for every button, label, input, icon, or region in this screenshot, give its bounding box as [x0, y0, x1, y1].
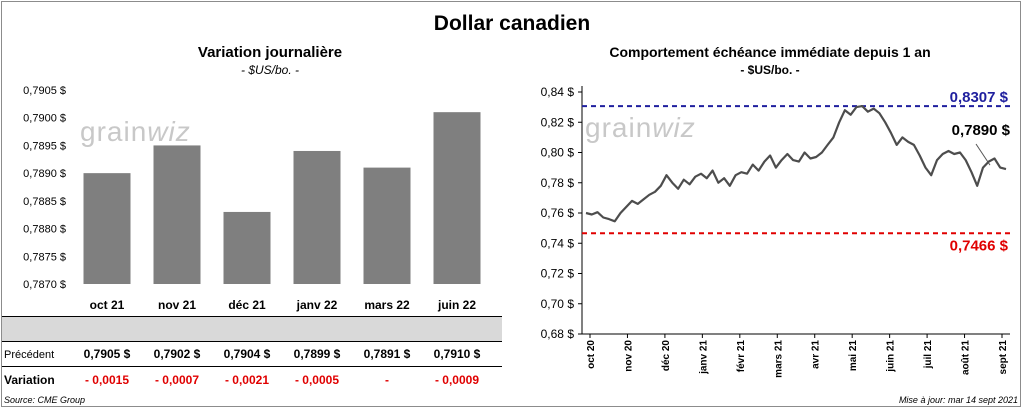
bar-y-tick-label: 0,7870 $ — [23, 279, 66, 291]
table-cell: 0,7899 $ — [294, 347, 341, 361]
line-chart-subtitle: - $US/bo. - — [740, 63, 800, 77]
bar-y-tick-label: 0,7890 $ — [23, 168, 66, 180]
line-y-tick-label: 0,80 $ — [541, 146, 575, 160]
line-y-tick-label: 0,78 $ — [541, 176, 575, 190]
bar — [433, 112, 481, 285]
source-note: Source: CME Group — [4, 395, 86, 405]
line-x-tick-label: sept 21 — [998, 340, 1009, 375]
line-y-tick-label: 0,68 $ — [541, 327, 575, 341]
bar-y-tick-label: 0,7880 $ — [23, 224, 66, 236]
bar — [153, 145, 201, 284]
table-cell: - 0,0021 — [225, 373, 269, 387]
line-x-tick-label: juin 21 — [886, 340, 897, 373]
high-value-label: 0,8307 $ — [950, 89, 1009, 106]
table-cell: 0,7910 $ — [434, 347, 481, 361]
table-cell: 0,7902 $ — [154, 347, 201, 361]
line-x-tick-label: févr 21 — [736, 340, 747, 373]
bar-y-tick-label: 0,7900 $ — [23, 113, 66, 125]
bar — [293, 150, 341, 284]
table-cell: - 0,0015 — [85, 373, 129, 387]
table-row-label: Précédent — [4, 349, 54, 361]
bar-category-label: mars 22 — [364, 298, 410, 312]
bar-chart-title: Variation journalière — [197, 44, 343, 61]
page-title: Dollar canadien — [433, 12, 591, 35]
line-x-tick-label: janv 21 — [698, 340, 709, 375]
line-x-tick-label: août 21 — [961, 340, 972, 375]
bar — [363, 167, 411, 284]
line-chart-title: Comportement échéance immédiate depuis 1… — [609, 44, 931, 60]
table-cell: - 0,0009 — [435, 373, 479, 387]
bar-y-tick-label: 0,7875 $ — [23, 251, 66, 263]
line-x-tick-label: nov 20 — [623, 340, 634, 372]
table-cell: 0,7891 $ — [364, 347, 411, 361]
line-x-tick-label: déc 20 — [661, 340, 672, 372]
line-x-tick-label: oct 20 — [586, 340, 597, 369]
table-cell: - 0,0005 — [295, 373, 339, 387]
table-cell: 0,7905 $ — [84, 347, 131, 361]
table-row-label: Variation — [4, 373, 55, 387]
bar-category-label: janv 22 — [296, 298, 338, 312]
bar-y-tick-label: 0,7905 $ — [23, 85, 66, 97]
table-cell: - — [385, 373, 389, 387]
bar-y-tick-label: 0,7895 $ — [23, 140, 66, 152]
table-cell: - 0,0007 — [155, 373, 199, 387]
line-y-tick-label: 0,82 $ — [541, 115, 575, 129]
bar — [83, 173, 131, 284]
line-x-tick-label: juil 21 — [923, 340, 934, 370]
bar-category-label: juin 22 — [437, 298, 476, 312]
line-y-tick-label: 0,74 $ — [541, 236, 575, 250]
bar-chart-subtitle: - $US/bo. - — [240, 63, 300, 77]
table-divider — [2, 366, 502, 367]
watermark-logo-left: grainwiz — [80, 116, 191, 147]
last-value-label: 0,7890 $ — [952, 122, 1011, 139]
line-y-tick-label: 0,76 $ — [541, 206, 575, 220]
line-x-tick-label: mai 21 — [848, 340, 859, 372]
line-y-tick-label: 0,70 $ — [541, 297, 575, 311]
bar-y-tick-label: 0,7885 $ — [23, 196, 66, 208]
line-x-tick-label: mars 21 — [773, 340, 784, 378]
table-cell: 0,7904 $ — [224, 347, 271, 361]
last-value-leader — [975, 143, 991, 166]
update-note: Mise à jour: mar 14 sept 2021 — [898, 395, 1018, 405]
bar — [223, 211, 271, 284]
line-y-tick-label: 0,72 $ — [541, 267, 575, 281]
line-x-tick-label: avr 21 — [811, 340, 822, 369]
watermark-logo-right: grainwiz — [585, 112, 696, 143]
price-line-series — [585, 104, 1007, 223]
low-value-label: 0,7466 $ — [950, 237, 1009, 254]
bar-category-label: déc 21 — [228, 298, 266, 312]
bar-category-label: nov 21 — [158, 298, 196, 312]
table-row-shade — [2, 316, 502, 342]
line-y-tick-label: 0,84 $ — [541, 85, 575, 99]
bar-category-label: oct 21 — [90, 298, 125, 312]
